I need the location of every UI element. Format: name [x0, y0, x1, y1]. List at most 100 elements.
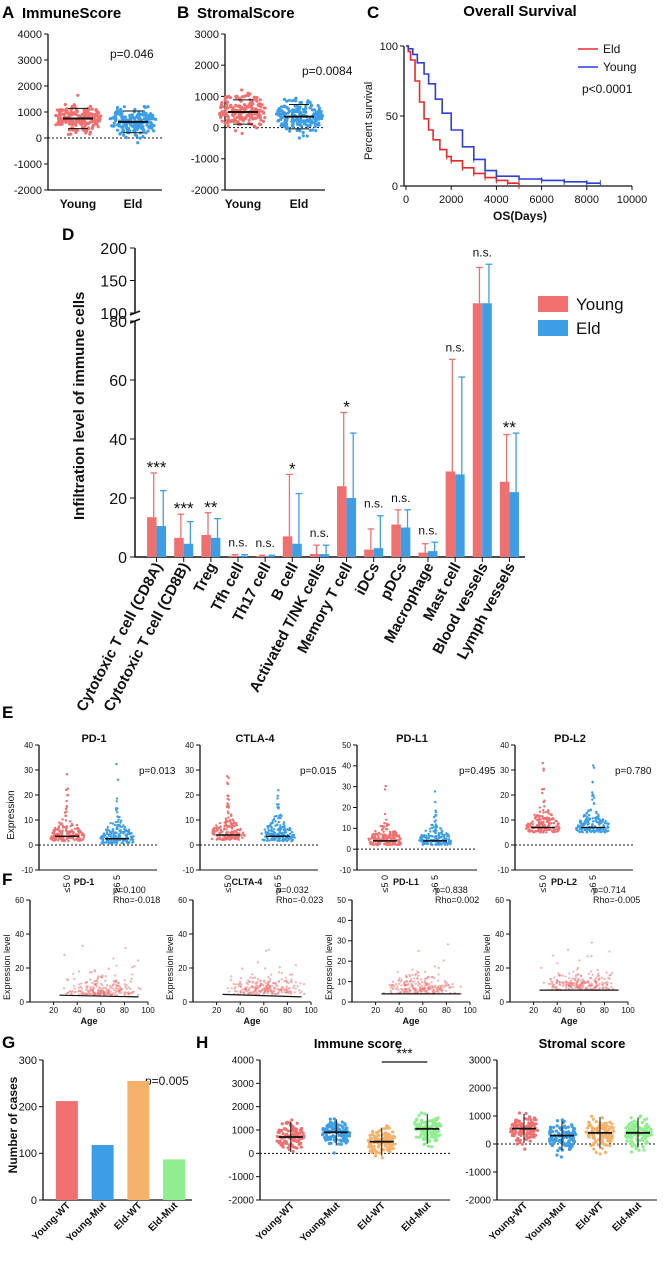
panel-a-point [141, 113, 145, 117]
panel-g-ylabel: Number of cases [6, 1076, 20, 1173]
panel-f-rho: Rho=-0.023 [276, 895, 323, 905]
panel-e-point [232, 825, 236, 828]
panel-f-point [115, 984, 118, 987]
panel-f-point [274, 992, 277, 996]
panel-f-point [268, 977, 272, 981]
panel-h-point [645, 1122, 649, 1126]
panel-e-point [263, 828, 266, 831]
panel-e-point [374, 829, 377, 833]
panel-b-point [232, 118, 236, 122]
panel-e-point [65, 810, 68, 813]
panel-h-point [385, 1134, 389, 1139]
panel-f-point [411, 984, 414, 987]
panel-label-e: E [2, 703, 13, 722]
panel-e-point [381, 833, 385, 836]
panel-e-point [278, 814, 281, 818]
panel-b-point [220, 119, 224, 123]
panel-e-point [542, 800, 545, 804]
panel-b-point [294, 96, 298, 100]
panel-h-point [625, 1139, 630, 1143]
panel-h-point [637, 1148, 641, 1152]
panel-e-point [71, 837, 75, 840]
panel-e-3-ytick-label: 0 [505, 841, 510, 850]
panel-f-point [419, 978, 423, 981]
panel-h-point [296, 1139, 300, 1143]
panel-e-point [109, 831, 113, 834]
panel-h-point [371, 1129, 375, 1134]
panel-h-point [596, 1127, 600, 1131]
panel-f-point [575, 981, 578, 984]
panel-a-point [76, 93, 80, 97]
panel-f-point [244, 989, 247, 992]
panel-f-rho: Rho=0.002 [435, 895, 479, 905]
panel-a-point [133, 129, 137, 133]
panel-a-point [113, 117, 117, 121]
panel-h-point [343, 1123, 347, 1127]
panel-f-point [418, 990, 421, 993]
panel-f-point [248, 986, 251, 989]
panel-f-point [89, 987, 92, 990]
panel-e-point [128, 832, 131, 836]
panel-h-category-label: Young-Mut [524, 1200, 569, 1245]
panel-d-bar-young [472, 303, 483, 557]
panel-f-point [416, 977, 419, 980]
panel-f-2-ytick-label: 10 [337, 977, 346, 986]
panel-d-bar-eld [238, 555, 248, 557]
panel-b-point [254, 97, 258, 101]
panel-e-point [385, 828, 389, 831]
panel-b-point [277, 107, 282, 111]
panel-e-point [381, 827, 385, 830]
panel-b-point [231, 106, 235, 110]
panel-a-point [141, 126, 145, 130]
panel-e-1-ytick-label: -10 [182, 866, 194, 875]
panel-h-0-ytick-label: 4000 [232, 1056, 255, 1067]
panel-f-point [564, 980, 567, 983]
panel-e-point [241, 831, 245, 835]
panel-f-point [125, 983, 128, 987]
panel-b-point [303, 120, 307, 124]
panel-a-point [112, 121, 116, 125]
panel-h-point [297, 1142, 301, 1146]
panel-h-point [530, 1120, 534, 1125]
panel-f-point [394, 983, 398, 986]
panel-e-xlabel: ≥6 5 [430, 875, 440, 892]
panel-h-point [378, 1137, 382, 1142]
panel-b-ytick-label: 2000 [195, 60, 219, 72]
panel-h-point [528, 1139, 532, 1143]
panel-e-point [266, 837, 269, 841]
panel-f-point [107, 988, 111, 991]
panel-e-point [277, 789, 280, 792]
panel-h-point [567, 1130, 571, 1134]
panel-e-point [547, 824, 551, 827]
panel-f-point [127, 991, 130, 994]
panel-f-point [255, 990, 258, 994]
panel-h-category-label: Eld-WT [574, 1200, 606, 1232]
panel-f-point [230, 975, 233, 978]
panel-e-point [427, 834, 431, 837]
panel-e-point [395, 835, 399, 838]
panel-e-point [547, 820, 550, 824]
panel-f-point [94, 984, 98, 987]
panel-e-1-ytick-label: 40 [185, 741, 194, 750]
panel-f-point [552, 954, 555, 957]
panel-h-point [374, 1134, 378, 1139]
panel-h-point [603, 1124, 607, 1129]
panel-e-point [591, 817, 595, 820]
panel-f-point [249, 976, 252, 979]
panel-f-point [580, 981, 584, 985]
panel-h-point [324, 1138, 328, 1142]
panel-a-point [118, 131, 122, 136]
panel-b-ytick-label: -2000 [191, 185, 219, 197]
panel-e-point [223, 836, 227, 839]
panel-f-point [410, 982, 413, 985]
panel-e-point [286, 827, 289, 831]
panel-f-point [273, 986, 276, 989]
panel-e-point [556, 827, 559, 831]
panel-h-point [275, 1134, 279, 1139]
panel-f-point [605, 971, 608, 974]
panel-d-bar-eld [428, 551, 438, 557]
panel-f-point [294, 981, 297, 984]
panel-b-point [221, 105, 225, 109]
panel-f-point [586, 955, 589, 958]
panel-h-point [646, 1134, 650, 1138]
